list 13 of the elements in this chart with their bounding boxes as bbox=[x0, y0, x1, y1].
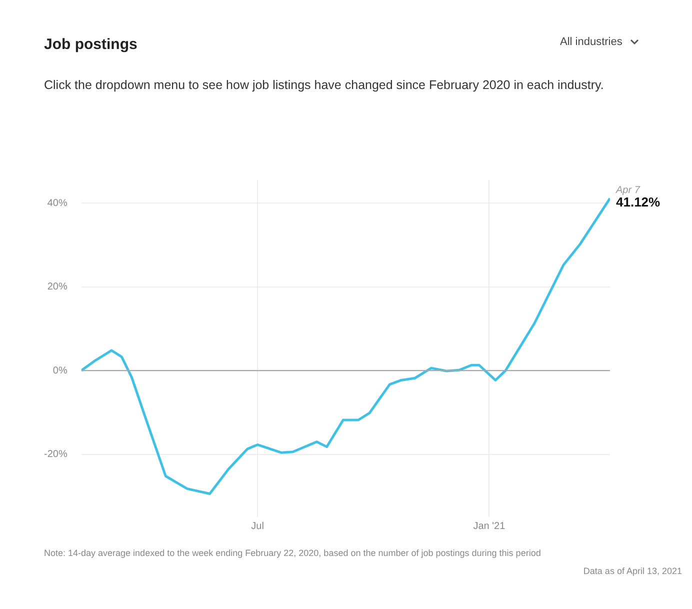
y-tick-label: 40% bbox=[47, 198, 68, 209]
y-tick-label: -20% bbox=[44, 449, 68, 460]
y-tick-label: 0% bbox=[52, 365, 68, 376]
chart-subtitle: Click the dropdown menu to see how job listings have changed since February 2020 in each industry. bbox=[44, 77, 605, 94]
chart-title: Job postings bbox=[44, 36, 138, 53]
y-tick-label: 20% bbox=[47, 282, 68, 293]
text: Note: 14-day average indexed to the week ending February 22, 2020, based on the number of job postings during this period bbox=[44, 548, 542, 558]
x-tick-label: Jan '21 bbox=[473, 520, 506, 532]
text: All industries bbox=[560, 36, 622, 48]
data-label: 41.12% bbox=[616, 194, 661, 210]
x-tick-label: Jul bbox=[251, 520, 264, 532]
text: Data as of April 13, 2021 bbox=[583, 566, 682, 576]
annotation: Apr 7 bbox=[615, 185, 640, 196]
